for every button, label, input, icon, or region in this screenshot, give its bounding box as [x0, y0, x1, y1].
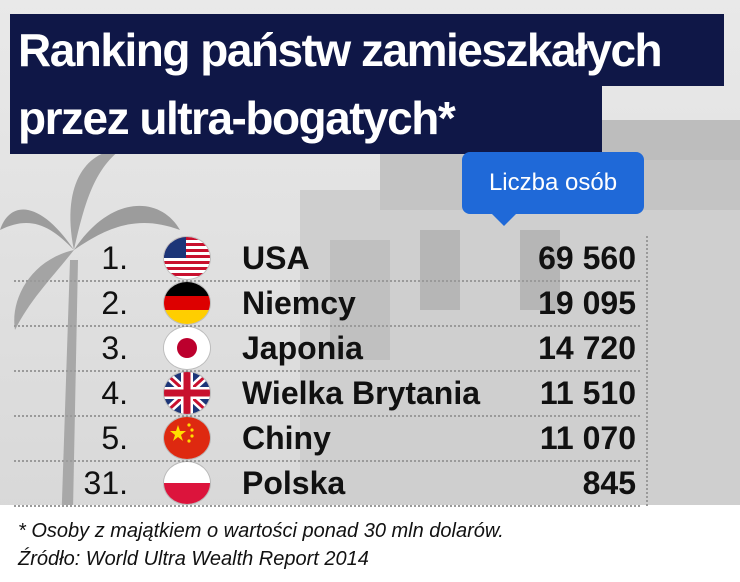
value-label: 11 510 — [539, 375, 636, 411]
value-label: 11 070 — [539, 420, 636, 456]
row-divider — [14, 325, 640, 327]
table-row: 5. Chiny 11 070 — [0, 416, 740, 460]
rank-label: 3. — [101, 330, 128, 366]
japan-flag-icon — [164, 327, 210, 369]
value-label: 14 720 — [538, 330, 636, 366]
uk-flag-icon — [164, 372, 210, 414]
germany-flag-icon — [164, 282, 210, 324]
table-row: 4. Wielka Brytania 11 510 — [0, 371, 740, 415]
row-divider — [14, 280, 640, 282]
source-note: Źródło: World Ultra Wealth Report 2014 — [18, 548, 369, 570]
rank-label: 4. — [101, 375, 128, 411]
rank-label: 5. — [101, 420, 128, 456]
usa-flag-icon — [164, 237, 210, 279]
china-flag-icon — [164, 417, 210, 459]
value-label: 69 560 — [538, 240, 636, 276]
table-row: 1. USA 69 560 — [0, 236, 740, 280]
title-line-2: przez ultra-bogatych* — [10, 86, 602, 154]
table-row: 31. Polska 845 — [0, 461, 740, 505]
row-divider — [14, 505, 640, 507]
country-name: USA — [242, 240, 310, 276]
row-divider — [14, 415, 640, 417]
country-name: Japonia — [242, 330, 363, 366]
value-label: 19 095 — [538, 285, 636, 321]
column-divider — [646, 236, 648, 506]
table-row: 2. Niemcy 19 095 — [0, 281, 740, 325]
value-label: 845 — [582, 465, 636, 501]
rank-label: 1. — [101, 240, 128, 276]
row-divider — [14, 460, 640, 462]
row-divider — [14, 370, 640, 372]
column-label-tag: Liczba osób — [462, 152, 644, 226]
table-row: 3. Japonia 14 720 — [0, 326, 740, 370]
country-name: Chiny — [242, 420, 331, 456]
footnote: * Osoby z majątkiem o wartości ponad 30 … — [18, 520, 504, 542]
country-name: Wielka Brytania — [242, 375, 481, 411]
country-name: Niemcy — [242, 285, 356, 321]
country-name: Polska — [242, 465, 346, 501]
poland-flag-icon — [164, 462, 210, 504]
rank-label: 31. — [83, 465, 128, 501]
rank-label: 2. — [101, 285, 128, 321]
title-line-1: Ranking państw zamieszkałych — [10, 14, 724, 86]
